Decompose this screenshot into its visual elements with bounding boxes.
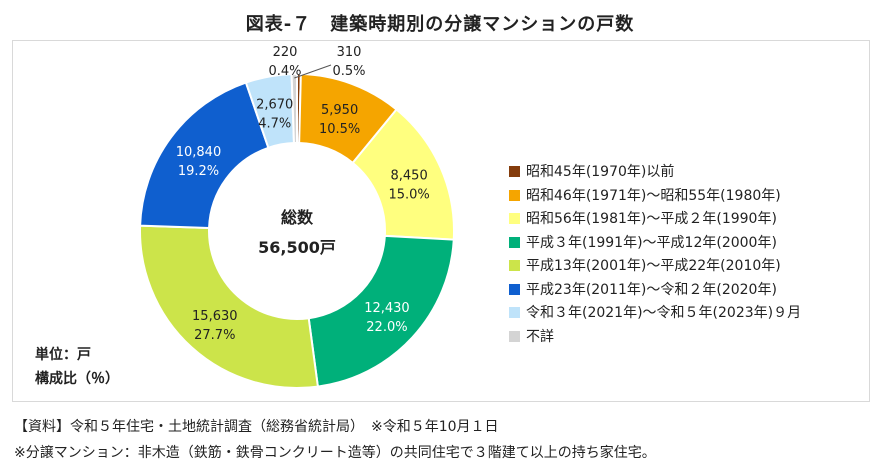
- donut-segment: [139, 81, 270, 230]
- data-label-percent: 22.0%: [366, 320, 407, 335]
- data-label-value: 220: [273, 45, 298, 60]
- legend-swatch: [509, 166, 520, 177]
- legend-label: 不詳: [526, 328, 554, 345]
- data-label-percent: 19.2%: [178, 164, 219, 179]
- data-label-value: 8,450: [391, 169, 428, 184]
- legend-swatch: [509, 307, 520, 318]
- leader-line: [294, 64, 332, 79]
- data-label-percent: 27.7%: [194, 328, 235, 343]
- legend-swatch: [509, 330, 520, 342]
- legend-label: 昭和45年(1970年)以前: [526, 164, 675, 180]
- legend-label: 平成13年(2001年)～平成22年(2010年): [526, 258, 781, 274]
- legend-item: 昭和45年(1970年)以前: [509, 161, 801, 185]
- data-label-value: 15,630: [192, 309, 238, 324]
- legend-label: 昭和56年(1981年)～平成２年(1990年): [526, 211, 777, 227]
- definition-note: ※分譲マンション：非木造（鉄筋・鉄骨コンクリート造等）の共同住宅で３階建て以上の…: [14, 445, 656, 461]
- legend-swatch: [509, 213, 520, 224]
- legend-item: 令和３年(2021年)～令和５年(2023年)９月: [509, 302, 801, 326]
- legend-swatch: [509, 283, 520, 295]
- donut-chart: 総数 56,500戸 5,950 10.5% 8,450 15.0% 12,430 22.0%…: [139, 45, 455, 389]
- donut-segment: [139, 224, 320, 389]
- source-note: 【資料】令和５年住宅・土地統計調査（総務省統計局） ※令和５年10月１日: [14, 419, 499, 435]
- unit-label: 単位：戸: [35, 347, 91, 363]
- data-label-percent: 10.5%: [319, 122, 360, 137]
- chart-frame: 総数 56,500戸 5,950 10.5% 8,450 15.0% 12,430 22.0%…: [12, 40, 870, 402]
- legend-swatch: [509, 260, 520, 271]
- legend: 昭和45年(1970年)以前昭和46年(1971年)～昭和55年(1980年) 昭…: [509, 161, 801, 349]
- center-label: 総数: [281, 208, 314, 227]
- data-label-percent: 0.5%: [332, 64, 365, 79]
- data-label-value: 2,670: [256, 98, 293, 113]
- legend-swatch: [509, 189, 520, 201]
- data-label-value: 5,950: [321, 103, 358, 118]
- data-label-value: 10,840: [176, 145, 222, 160]
- chart-title: 図表-７ 建築時期別の分譲マンションの戸数: [245, 14, 635, 35]
- data-label-percent: 0.4%: [268, 64, 301, 79]
- data-label-percent: 4.7%: [258, 117, 291, 132]
- legend-item: 昭和46年(1971年)～昭和55年(1980年): [509, 185, 801, 209]
- legend-label: 昭和46年(1971年)～昭和55年(1980年): [526, 187, 781, 204]
- legend-label: 平成23年(2011年)～令和２年(2020年): [526, 281, 777, 298]
- legend-label: 令和３年(2021年)～令和５年(2023年)９月: [526, 305, 802, 321]
- ratio-label: 構成比（％）: [35, 371, 119, 387]
- legend-item: 平成13年(2001年)～平成22年(2010年): [509, 255, 801, 279]
- center-total: 56,500戸: [258, 238, 336, 257]
- legend-item: 平成23年(2011年)～令和２年(2020年): [509, 279, 801, 303]
- donut-segment: [290, 72, 298, 145]
- legend-label: 平成３年(1991年)～平成12年(2000年): [526, 234, 777, 251]
- data-label-value: 12,430: [364, 301, 410, 316]
- legend-swatch: [509, 236, 520, 248]
- data-label-percent: 15.0%: [388, 188, 429, 203]
- legend-item: 不詳: [509, 326, 801, 350]
- data-label-value: 310: [337, 45, 362, 60]
- donut-segment: [307, 234, 455, 388]
- legend-item: 昭和56年(1981年)～平成２年(1990年): [509, 208, 801, 232]
- legend-item: 平成３年(1991年)～平成12年(2000年): [509, 232, 801, 256]
